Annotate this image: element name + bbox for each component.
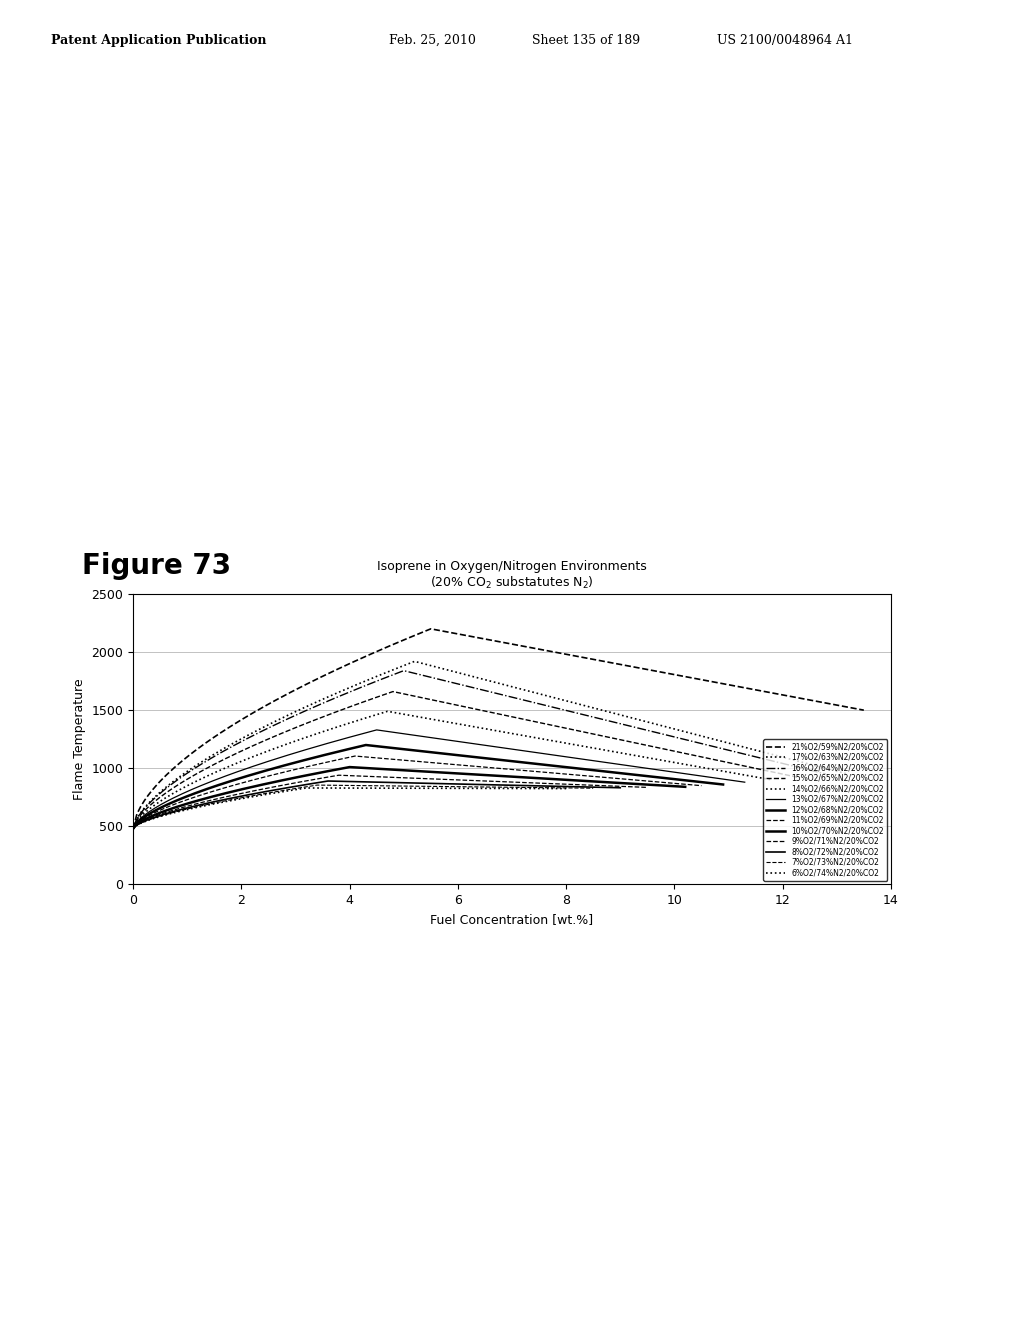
Title: Isoprene in Oxygen/Nitrogen Environments
(20% CO$_2$ substatutes N$_2$): Isoprene in Oxygen/Nitrogen Environments… [377, 560, 647, 591]
Text: US 2100/0048964 A1: US 2100/0048964 A1 [717, 33, 853, 46]
Text: Figure 73: Figure 73 [82, 552, 231, 581]
Legend: 21%O2/59%N2/20%CO2, 17%O2/63%N2/20%CO2, 16%O2/64%N2/20%CO2, 15%O2/65%N2/20%CO2, : 21%O2/59%N2/20%CO2, 17%O2/63%N2/20%CO2, … [763, 739, 887, 880]
Text: Patent Application Publication: Patent Application Publication [51, 33, 266, 46]
Text: Sheet 135 of 189: Sheet 135 of 189 [532, 33, 641, 46]
Y-axis label: Flame Temperature: Flame Temperature [73, 678, 86, 800]
Text: Feb. 25, 2010: Feb. 25, 2010 [389, 33, 476, 46]
X-axis label: Fuel Concentration [wt.%]: Fuel Concentration [wt.%] [430, 912, 594, 925]
